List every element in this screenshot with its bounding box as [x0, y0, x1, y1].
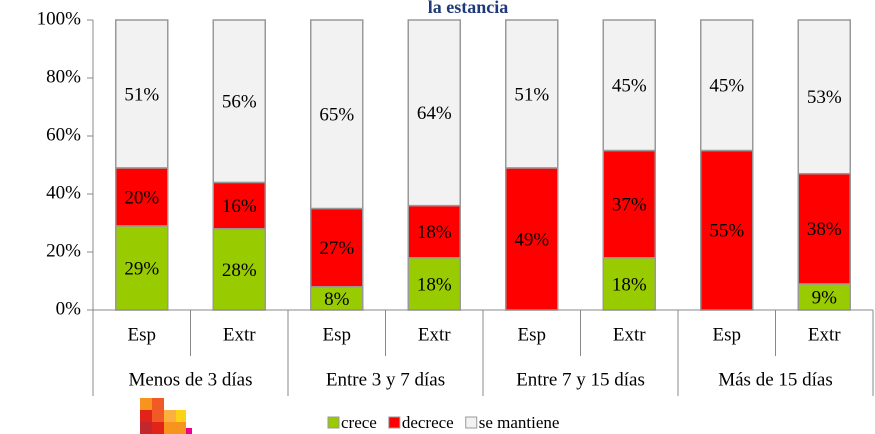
data-label: 27%	[319, 238, 354, 259]
legend-swatch	[388, 416, 401, 429]
group-label: Más de 15 días	[718, 369, 833, 390]
bar-segment	[310, 19, 364, 210]
data-label: 53%	[807, 87, 842, 108]
bar-segment	[407, 19, 461, 207]
data-label: 56%	[222, 92, 257, 113]
group-label: Entre 7 y 15 días	[516, 369, 645, 390]
x-tick-label: Extr	[808, 324, 841, 345]
data-label: 45%	[612, 76, 647, 97]
y-tick-label: 80%	[46, 66, 81, 87]
group-label: Entre 3 y 7 días	[326, 369, 445, 390]
x-tick-label: Esp	[128, 324, 157, 345]
data-label: 51%	[514, 84, 549, 105]
bar-segment	[310, 207, 364, 288]
y-tick-label: 40%	[46, 182, 81, 203]
data-label: 51%	[124, 84, 159, 105]
x-tick-label: Extr	[613, 324, 646, 345]
legend-label: se mantiene	[479, 413, 560, 432]
data-label: 65%	[319, 105, 354, 126]
data-label: 18%	[417, 222, 452, 243]
data-label: 9%	[812, 287, 838, 308]
data-label: 64%	[417, 103, 452, 124]
x-tick-label: Esp	[713, 324, 742, 345]
y-tick-label: 20%	[46, 240, 81, 261]
bar-segment	[602, 19, 656, 152]
bar-segment	[505, 167, 559, 311]
data-label: 18%	[417, 274, 452, 295]
chart-title: la estancia	[428, 0, 509, 17]
x-tick-label: Esp	[323, 324, 352, 345]
legend-label: crece	[341, 413, 377, 432]
x-tick-label: Extr	[418, 324, 451, 345]
bar-segment	[407, 204, 461, 259]
data-label: 28%	[222, 260, 257, 281]
y-tick-label: 60%	[46, 124, 81, 145]
bar-segment	[505, 19, 559, 169]
x-tick-label: Esp	[518, 324, 547, 345]
data-label: 55%	[709, 221, 744, 242]
data-label: 45%	[709, 76, 744, 97]
bar-segment	[700, 19, 754, 152]
data-label: 16%	[222, 196, 257, 217]
legend-label: decrece	[402, 413, 454, 432]
data-label: 49%	[514, 229, 549, 250]
legend-swatch	[465, 416, 478, 429]
y-tick-label: 0%	[56, 298, 82, 319]
data-label: 18%	[612, 274, 647, 295]
x-tick-label: Extr	[223, 324, 256, 345]
bar-segment	[797, 172, 851, 285]
bar-segment	[797, 19, 851, 175]
bar-segment	[212, 181, 266, 230]
data-label: 8%	[324, 289, 350, 310]
y-tick-label: 100%	[37, 8, 82, 29]
data-label: 37%	[612, 195, 647, 216]
bar-segment	[115, 167, 169, 227]
group-label: Menos de 3 días	[128, 369, 252, 390]
data-label: 20%	[124, 187, 159, 208]
bar-segment	[212, 19, 266, 184]
bar-segment	[115, 19, 169, 169]
bar-segment	[407, 257, 461, 311]
bar-segment	[212, 228, 266, 311]
logo	[140, 398, 192, 434]
legend-swatch	[327, 416, 340, 429]
data-label: 29%	[124, 258, 159, 279]
data-label: 38%	[807, 219, 842, 240]
